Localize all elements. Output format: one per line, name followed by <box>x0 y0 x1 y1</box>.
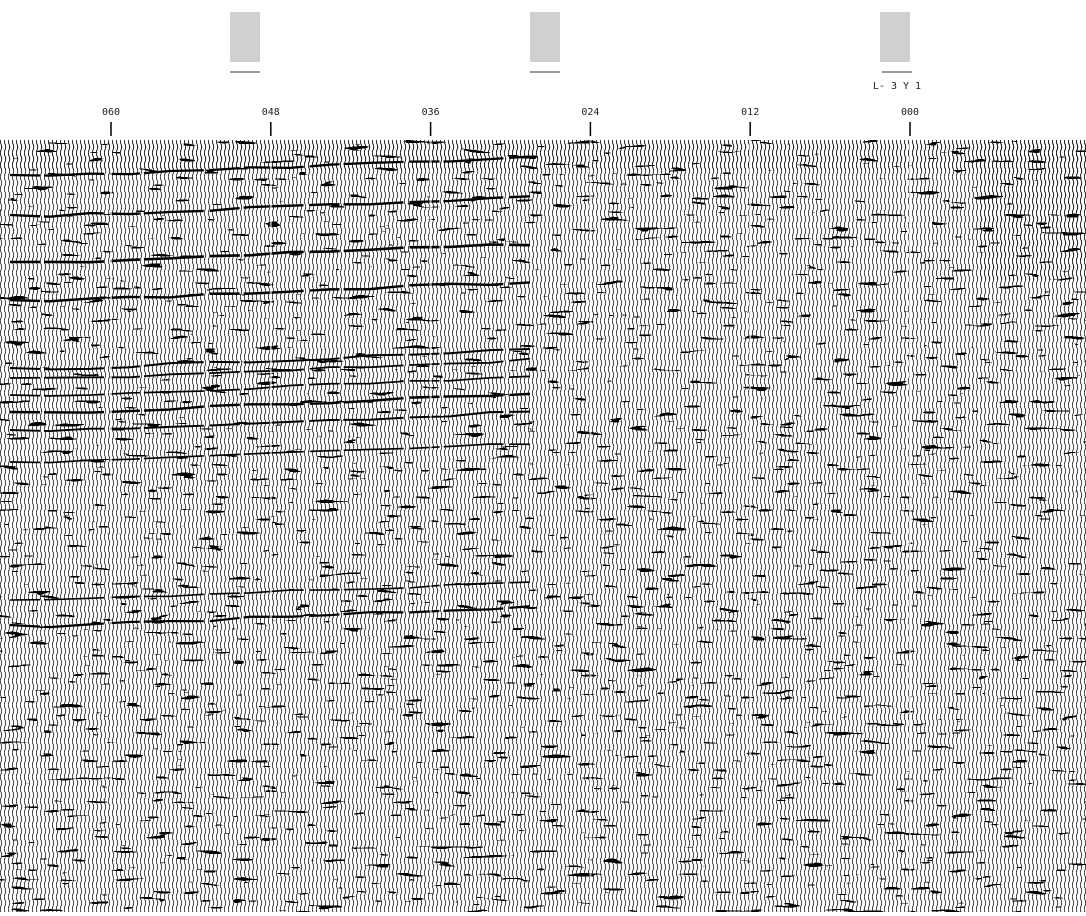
right-mute-zone <box>980 140 1086 280</box>
top-traces <box>0 140 1086 170</box>
shotpoint-label: 060 <box>102 107 120 118</box>
shotpoint-label: 036 <box>422 107 440 118</box>
line-label: L- 3 Y 1 <box>873 81 921 92</box>
header-blocks <box>230 12 912 73</box>
shotpoint-label: 024 <box>581 107 599 118</box>
reflection-texture <box>0 140 1086 912</box>
shotpoint-label: 048 <box>262 107 280 118</box>
shotpoint-axis: 060 048 036 024 012 000 <box>102 107 919 912</box>
shotpoint-label: 000 <box>901 107 919 118</box>
shotpoint-label: 012 <box>741 107 759 118</box>
